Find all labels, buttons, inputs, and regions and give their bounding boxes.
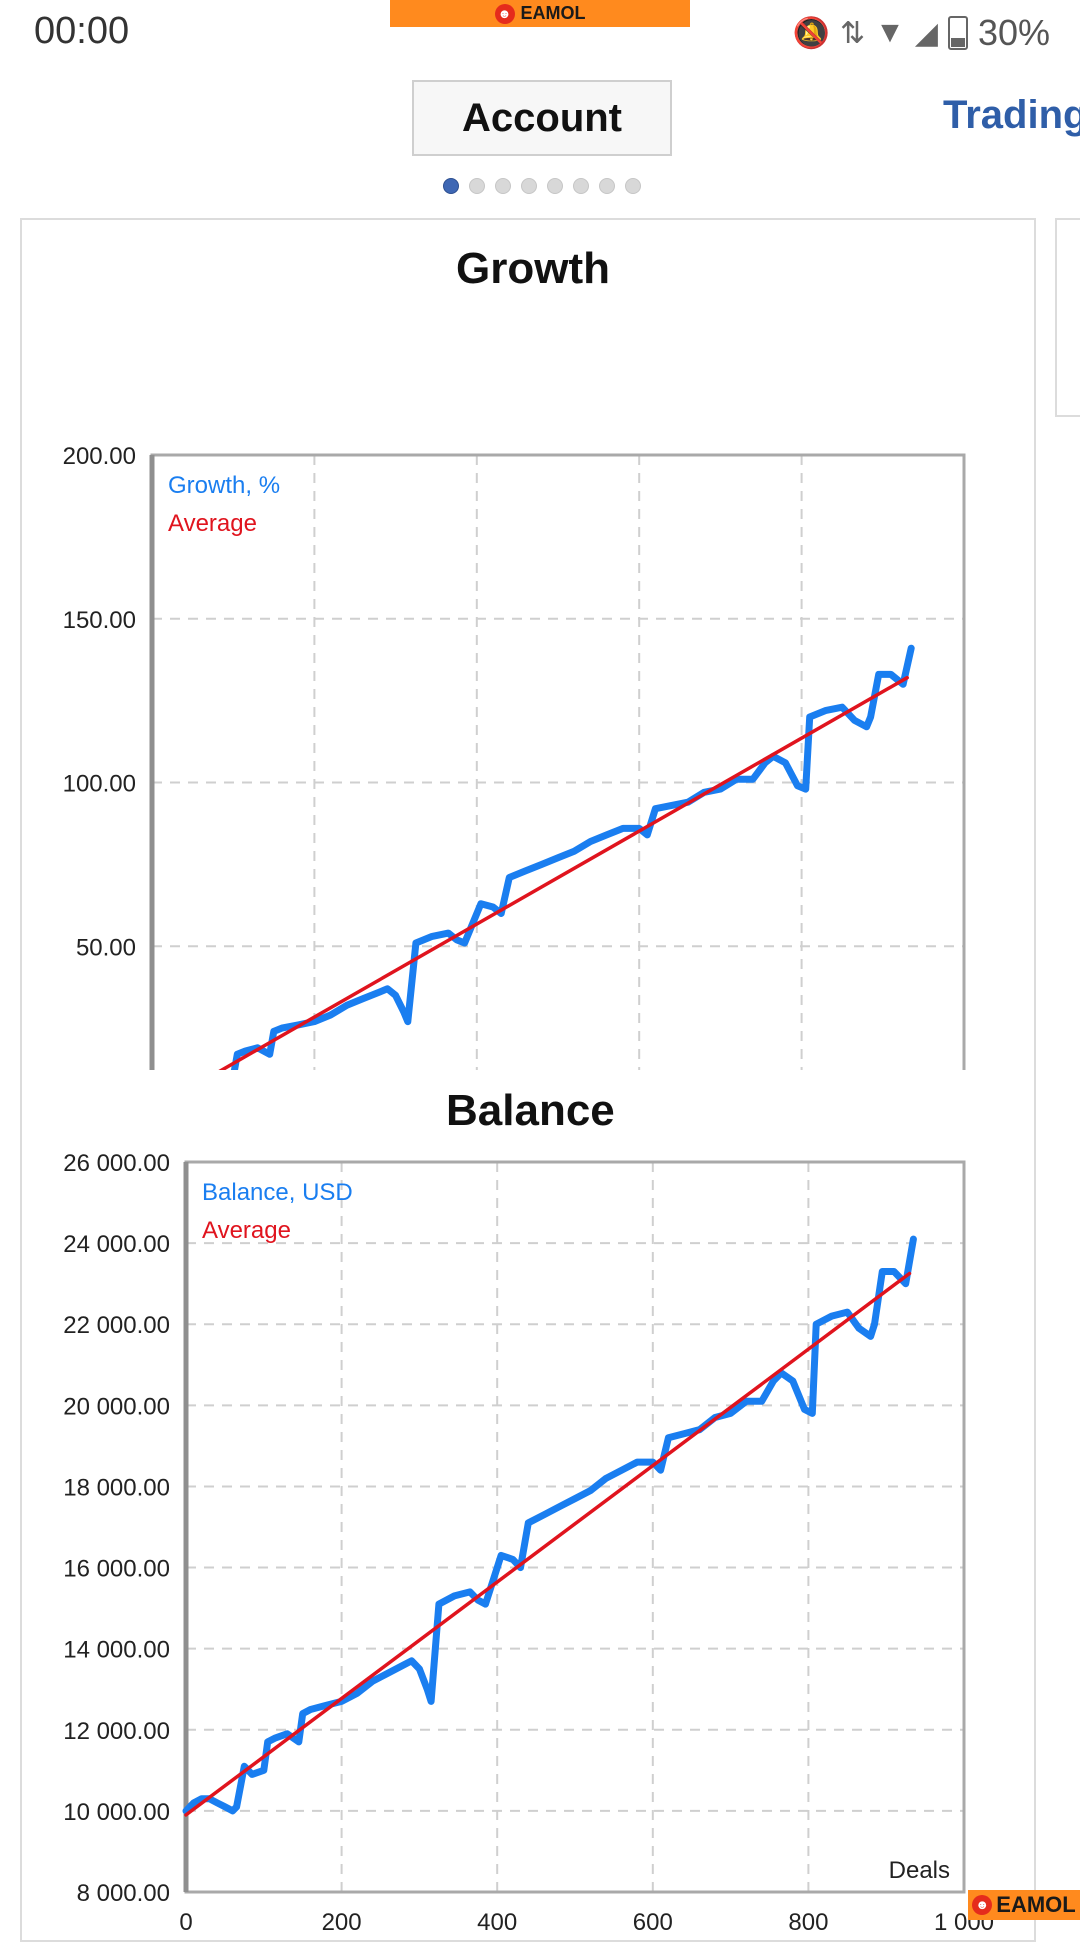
growth-chart-title: Growth: [456, 244, 610, 293]
y-tick-label: 20 000.00: [63, 1393, 170, 1420]
wifi-icon: ▼: [875, 16, 905, 49]
status-icons: 🔕 ⇅ ▼ ◢ 30%: [793, 12, 1050, 54]
balance-chart: 8 000.00 10 000.00 12 000.00 14 000.00 16 00…: [63, 1150, 994, 1930]
battery-icon: [947, 16, 968, 50]
pager-dot[interactable]: [469, 178, 485, 194]
pager-dot[interactable]: [625, 178, 641, 194]
banner-text: EAMOL: [520, 3, 586, 23]
watermark-logo-icon: ☻: [972, 1895, 993, 1915]
tab-trading[interactable]: Trading: [943, 93, 1080, 137]
next-card-peek[interactable]: [1055, 218, 1080, 417]
pager-dot[interactable]: [573, 178, 589, 194]
battery-level: 30%: [977, 12, 1050, 53]
y-tick-label: 14 000.00: [63, 1637, 170, 1664]
average-line: [184, 1271, 912, 1817]
eamol-banner: ☻ EAMOL: [390, 0, 690, 27]
y-tick-label: 12 000.00: [63, 1718, 170, 1745]
eamol-logo-icon: ☻: [494, 3, 515, 24]
y-tick-label: 200.00: [63, 443, 136, 470]
legend-entry: Growth, %: [168, 472, 280, 499]
data-arrows-icon: ⇅: [840, 16, 866, 50]
y-tick-label: 100.00: [63, 771, 136, 798]
y-tick-label: 24 000.00: [63, 1231, 170, 1258]
series-line: [230, 644, 915, 1070]
y-tick-label: 18 000.00: [63, 1474, 170, 1501]
page-indicator: [443, 178, 641, 194]
notifications-off-icon: 🔕: [792, 16, 831, 50]
pager-dot[interactable]: [443, 178, 459, 194]
series-line: [182, 1235, 917, 1815]
cell-signal-icon: ◢: [914, 16, 938, 50]
balance-chart-title: Balance: [446, 1086, 615, 1135]
legend-entry: Average: [168, 510, 257, 537]
watermark-text: EAMOL: [996, 1892, 1076, 1917]
plot-frame: [150, 453, 966, 1070]
pager-dot[interactable]: [599, 178, 615, 194]
y-tick-label: 26 000.00: [63, 1150, 170, 1177]
status-bar: 00:00 ☻ EAMOL 🔕 ⇅ ▼ ◢ 30%: [0, 0, 1080, 64]
legend-entry: Average: [202, 1217, 291, 1244]
legend-entry: Balance, USD: [202, 1179, 353, 1206]
y-tick-label: 10 000.00: [63, 1799, 170, 1826]
pager-dot[interactable]: [521, 178, 537, 194]
pager-dot[interactable]: [495, 178, 511, 194]
plot-frame: [184, 1160, 966, 1894]
charts-card: Growth 0.0050.00100.00150.00200.00020040…: [20, 218, 1036, 1942]
y-tick-label: 8 000.00: [77, 1880, 170, 1907]
y-tick-label: 22 000.00: [63, 1312, 170, 1339]
pager-dot[interactable]: [547, 178, 563, 194]
y-tick-label: 150.00: [63, 607, 136, 634]
x-axis-label: Deals: [889, 1857, 950, 1884]
growth-chart: 0.0050.00100.00150.00200.000200400600800…: [63, 443, 966, 1070]
average-line: [218, 675, 909, 1070]
tab-account[interactable]: Account: [412, 80, 672, 156]
status-time: 00:00: [34, 10, 130, 52]
y-tick-label: 16 000.00: [63, 1556, 170, 1583]
eamol-watermark: ☻ EAMOL: [968, 1890, 1080, 1920]
y-tick-label: 50.00: [76, 934, 136, 961]
